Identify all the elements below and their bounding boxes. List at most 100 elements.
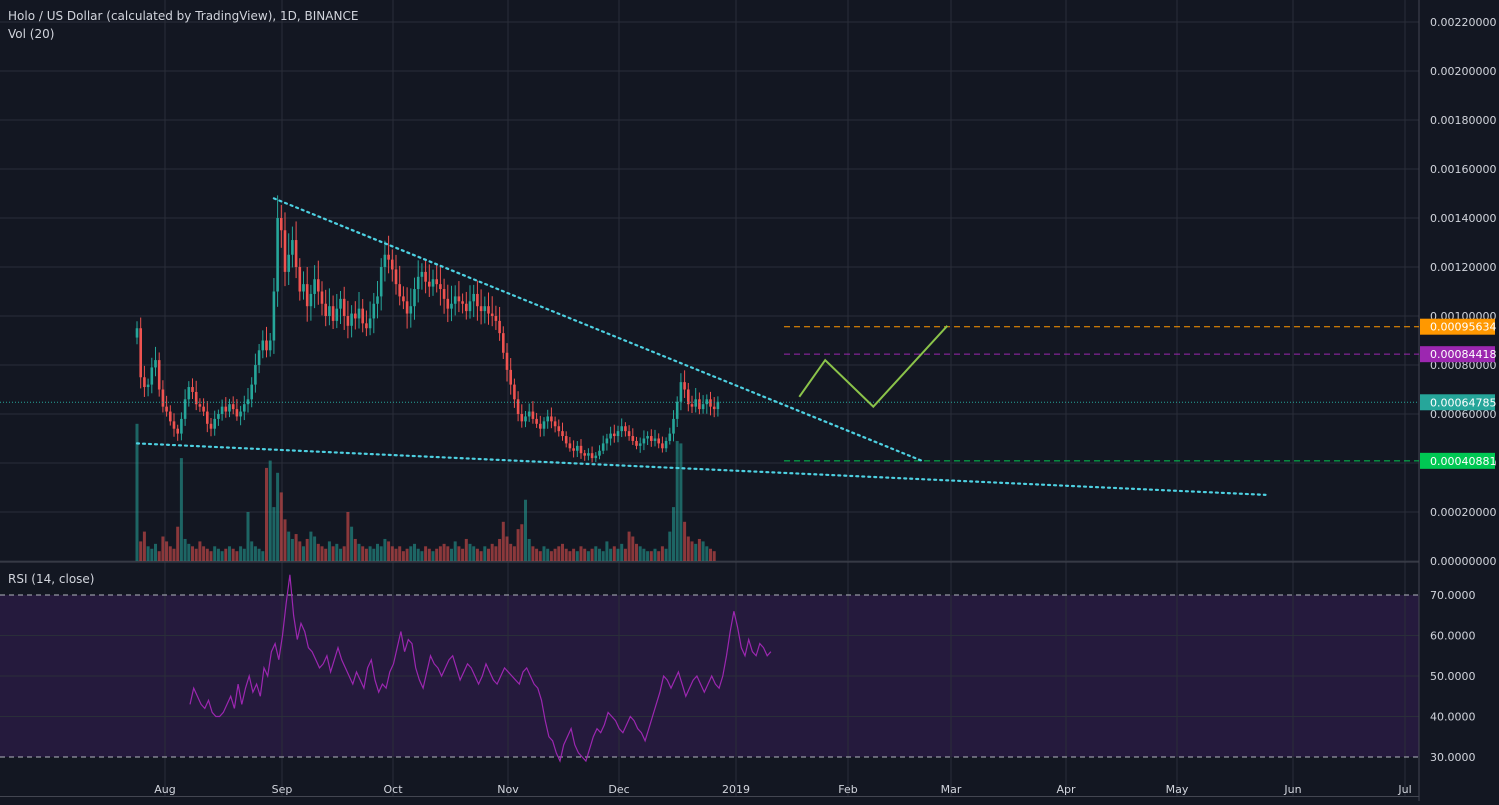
candle-body [524,416,527,422]
candle-body [402,296,405,302]
volume-bar [246,512,250,561]
candle-body [287,254,290,272]
candle-body [409,306,413,314]
candle-body [698,399,701,410]
candle-body [328,306,331,316]
volume-bar [509,543,513,561]
volume-bar [627,531,631,561]
candle-body [157,360,161,390]
volume-bar [176,526,180,561]
candle-body [679,382,683,402]
volume-bar [679,443,683,561]
candle-body [716,401,720,410]
volume-bar [294,534,298,561]
volume-bar [213,546,217,561]
price-level-tag[interactable] [1420,318,1495,335]
candle-body [590,453,594,459]
candle-body [342,298,346,316]
candle-body [583,453,586,456]
projection-path[interactable] [798,325,949,409]
candle-body [324,303,327,316]
volume-indicator-label[interactable]: Vol (20) [8,27,55,41]
price-level-tag[interactable] [1420,452,1495,469]
volume-bar [538,551,542,561]
volume-bar [283,519,287,561]
volume-bar [290,538,294,561]
candle-body [527,411,531,417]
candle-body [254,365,257,385]
volume-bar [302,546,305,561]
volume-bar [390,546,394,561]
candle-body [265,340,268,351]
volume-bar [146,546,150,561]
volume-bar [364,548,368,561]
volume-bar [675,440,679,561]
volume-bar [594,546,598,561]
candle-body [572,448,575,451]
volume-bar [586,551,590,561]
volume-bar [361,546,365,561]
volume-bar [324,548,328,561]
candle-body [627,431,631,437]
candle-body [638,443,642,446]
price-tick-label: 0.00200000 [1430,65,1496,78]
candle-body [209,423,213,429]
candle-body [224,406,228,412]
price-level-tag[interactable] [1420,394,1495,411]
price-tick-label: 0.00120000 [1430,261,1496,274]
volume-bar [709,548,712,561]
volume-bar [442,543,446,561]
candle-body [339,298,342,309]
candle-body [705,399,709,405]
candle-body [609,433,612,439]
candle-body [620,426,623,432]
trendline[interactable] [272,197,923,462]
candle-body [239,411,242,417]
candle-body [616,431,620,437]
candle-body [420,271,424,277]
volume-bar [194,548,198,561]
candle-body [313,279,316,294]
volume-bar [609,548,613,561]
trendline[interactable] [135,442,1267,496]
candle-body [176,428,179,434]
candle-body [298,267,302,292]
rsi-indicator-label[interactable]: RSI (14, close) [8,572,95,586]
time-tick-label: Sep [272,783,293,796]
candle-body [605,438,609,444]
volume-bar [697,538,701,561]
candle-body [694,399,697,407]
volume-bar [350,526,354,561]
volume-bar [475,548,479,561]
time-tick-label: Jul [1397,783,1411,796]
candle-body [468,301,472,312]
candle-body [668,433,672,441]
candle-body [624,426,627,432]
candle-body [520,414,524,422]
volume-bar [279,492,283,561]
volume-bar [339,548,342,561]
volume-bar [572,548,576,561]
candle-body [154,360,157,368]
candle-body [661,443,664,449]
candle-body [291,240,294,255]
volume-bar [431,551,435,561]
time-tick-label: 2019 [722,783,750,796]
volume-bar [638,546,642,561]
candle-body [250,384,253,400]
price-level-tag[interactable] [1420,346,1495,363]
volume-bar [546,548,550,561]
volume-bar [657,551,661,561]
volume-bar [191,546,194,561]
price-tick-label: 0.00060000 [1430,408,1496,421]
candle-body [531,411,535,419]
volume-bar [168,546,172,561]
volume-bar [342,546,346,561]
candle-body [398,284,401,297]
candle-body [146,384,150,388]
candle-body [213,418,216,429]
candle-body [553,421,557,427]
candle-body [550,416,553,422]
